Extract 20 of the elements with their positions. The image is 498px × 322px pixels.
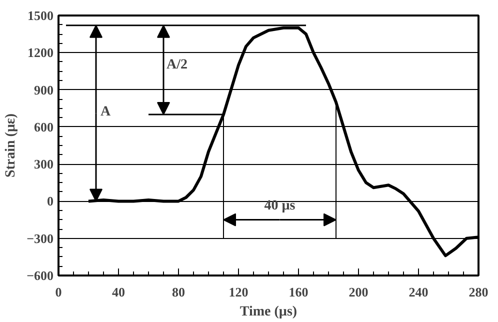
x-tick-label: 80 xyxy=(172,284,185,300)
x-axis-title: Time (µs) xyxy=(240,304,298,320)
y-tick-label: 300 xyxy=(34,156,54,172)
annotation: A/2 xyxy=(166,58,188,73)
y-tick-label: 900 xyxy=(34,82,54,98)
y-tick-label: 600 xyxy=(34,119,54,134)
y-axis-title: Strain (με) xyxy=(4,113,19,178)
x-tick-label: 160 xyxy=(288,284,308,300)
x-tick-label: 200 xyxy=(348,284,368,300)
x-tick-label: 40 xyxy=(112,284,125,300)
x-tick-label: 280 xyxy=(468,284,488,300)
x-tick-label: 240 xyxy=(408,284,428,300)
y-tick-label: 1500 xyxy=(28,8,54,23)
annotation: A xyxy=(100,104,112,120)
y-tick-label: 0 xyxy=(47,194,54,209)
x-tick-label: 120 xyxy=(228,284,248,300)
y-tick-label: 1200 xyxy=(28,45,54,60)
annotation: 40 µs xyxy=(264,198,296,214)
y-tick-label: −300 xyxy=(26,230,54,246)
y-tick-label: −600 xyxy=(26,268,54,283)
